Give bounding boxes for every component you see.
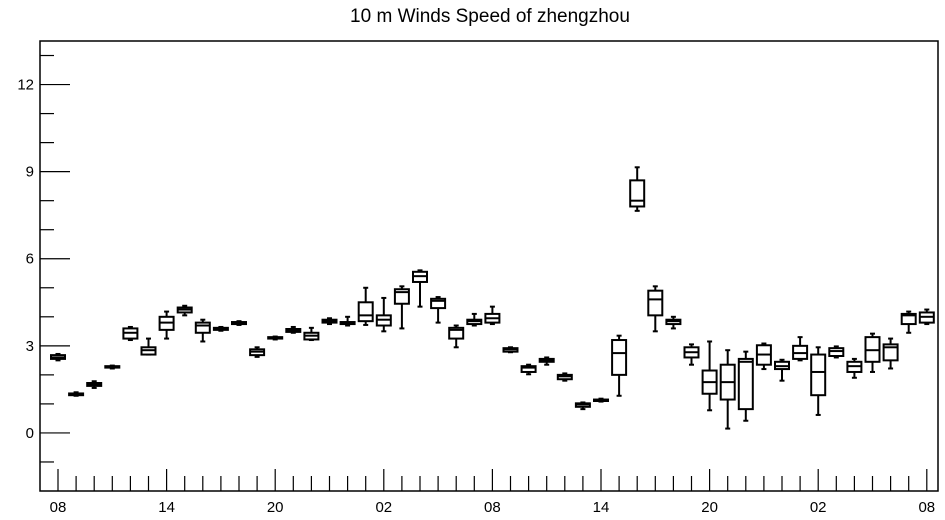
y-tick-label: 12 xyxy=(17,77,34,94)
plot-frame xyxy=(39,40,939,492)
x-tick-label: 08 xyxy=(484,499,501,516)
box-body xyxy=(647,289,664,317)
y-tick-label: 3 xyxy=(26,338,34,355)
box-body xyxy=(430,297,447,310)
y-tick-label: 9 xyxy=(26,164,34,181)
x-tick-label: 02 xyxy=(810,499,827,516)
x-tick-label: 08 xyxy=(50,499,67,516)
box-body xyxy=(629,179,646,208)
box-body xyxy=(194,321,211,334)
box-body xyxy=(900,312,917,326)
y-tick-label: 0 xyxy=(26,425,34,442)
chart-title: 10 m Winds Speed of zhengzhou xyxy=(350,6,630,27)
x-tick-label: 08 xyxy=(918,499,935,516)
plot-area: 0 3 6 9 12 08 14 20 02 08 14 20 02 08 xyxy=(17,40,939,516)
x-tick-label: 20 xyxy=(701,499,718,516)
box-body xyxy=(810,353,827,397)
box-body xyxy=(520,365,537,373)
x-tick-label: 02 xyxy=(375,499,392,516)
box-body xyxy=(357,301,374,323)
box-body xyxy=(737,357,754,411)
y-tick-label: 6 xyxy=(26,251,34,268)
x-tick-label: 14 xyxy=(158,499,175,516)
box-body xyxy=(828,347,845,357)
box-body xyxy=(882,343,899,362)
box-body xyxy=(448,326,465,340)
x-tick-label: 20 xyxy=(267,499,284,516)
box-body xyxy=(611,339,628,376)
x-tick-label: 14 xyxy=(593,499,610,516)
